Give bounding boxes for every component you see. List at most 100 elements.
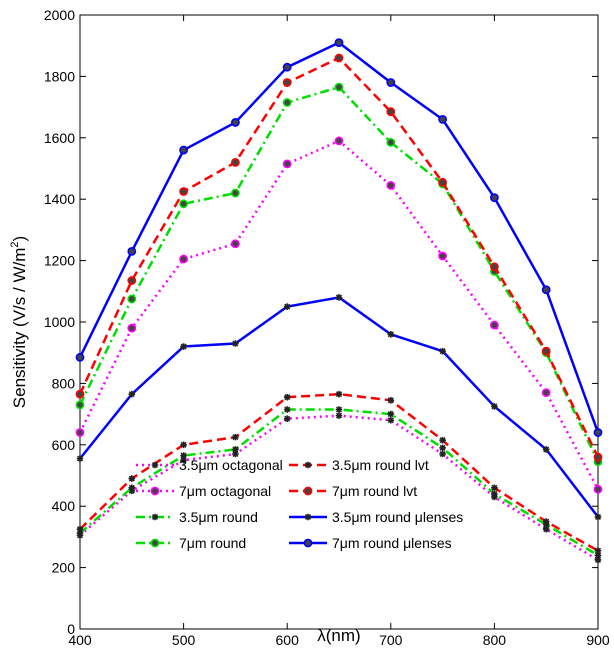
data-point — [594, 556, 602, 564]
legend: 3.5μm octagonal 7μm octagonal 3.5μm round 7… — [136, 457, 463, 551]
y-tick-label: 0 — [67, 621, 75, 637]
data-point — [230, 118, 240, 127]
data-point — [283, 303, 291, 310]
data-point — [491, 403, 498, 410]
data-point — [541, 346, 551, 356]
axis-ticks — [79, 14, 599, 630]
data-point — [230, 188, 240, 198]
y-tick-label: 2000 — [44, 7, 75, 23]
series-layer — [75, 38, 603, 564]
legend-marker — [150, 486, 160, 496]
data-point — [282, 98, 292, 107]
data-point — [542, 446, 550, 453]
data-point — [489, 193, 499, 203]
data-point — [386, 78, 396, 87]
data-point — [335, 390, 343, 398]
legend-marker — [150, 538, 160, 548]
legend-label: 7μm octagonal — [179, 483, 271, 499]
series-7 — [75, 38, 603, 437]
series-4 — [76, 390, 602, 555]
data-point — [230, 157, 240, 167]
data-point — [283, 415, 291, 423]
y-tick-label: 800 — [52, 375, 76, 391]
y-axis-label: Sensitivity (V/s / W/m2) — [9, 236, 29, 408]
data-point — [76, 455, 84, 462]
data-point — [232, 433, 239, 441]
data-point — [76, 529, 84, 537]
data-point — [386, 107, 396, 117]
data-point — [180, 343, 187, 350]
data-point — [179, 199, 188, 209]
data-point — [387, 396, 395, 404]
x-tick-label: 500 — [172, 632, 196, 648]
legend-marker — [303, 538, 313, 548]
x-tick-label: 800 — [483, 632, 507, 648]
data-point — [439, 450, 446, 458]
data-point — [282, 78, 292, 87]
data-point — [438, 251, 447, 261]
y-axis-label-close: ) — [10, 236, 29, 242]
data-point — [594, 513, 602, 521]
plot-area — [79, 14, 599, 630]
legend-label: 3.5μm round — [179, 509, 258, 525]
data-point — [334, 82, 344, 92]
legend-label: 7μm round lvt — [332, 483, 417, 499]
data-point — [541, 285, 551, 295]
data-point — [179, 145, 188, 155]
y-tick-label: 200 — [52, 560, 76, 576]
legend-label: 3.5μm round μlenses — [332, 509, 463, 525]
data-point — [128, 390, 136, 398]
y-tick-label: 1200 — [44, 253, 75, 269]
legend-marker — [151, 461, 159, 469]
data-point — [127, 323, 137, 333]
legend-entry: 7μm round μlenses — [289, 535, 452, 551]
data-point — [76, 525, 84, 533]
data-point — [75, 400, 85, 410]
data-point — [438, 114, 447, 124]
legend-entry: 3.5μm octagonal — [136, 457, 283, 473]
data-point — [334, 53, 344, 63]
data-point — [283, 393, 291, 401]
data-point — [283, 406, 291, 413]
data-point — [127, 276, 137, 285]
data-point — [439, 347, 446, 355]
x-tick-label: 700 — [379, 632, 403, 648]
legend-label: 3.5μm octagonal — [179, 457, 283, 473]
data-point — [232, 450, 239, 458]
data-point — [180, 452, 187, 459]
series-5 — [75, 53, 603, 462]
legend-marker — [304, 513, 312, 521]
data-point — [386, 180, 396, 190]
data-point — [594, 547, 602, 555]
legend-entry: 7μm octagonal — [136, 483, 271, 499]
data-point — [593, 428, 603, 437]
series-line — [79, 392, 599, 552]
legend-label: 7μm round — [179, 535, 246, 551]
data-point — [387, 330, 395, 338]
data-point — [232, 340, 239, 347]
data-point — [593, 452, 603, 462]
data-point — [179, 187, 188, 196]
data-point — [230, 239, 240, 249]
y-tick-label: 1600 — [44, 130, 75, 146]
legend-entry: 3.5μm round μlenses — [289, 509, 463, 525]
data-point — [232, 446, 239, 453]
data-point — [128, 484, 136, 492]
data-point — [593, 484, 603, 494]
data-point — [127, 246, 137, 256]
data-point — [334, 136, 344, 146]
data-point — [491, 484, 498, 492]
x-tick-labels: 400 500 600 700 800 900 — [68, 632, 610, 648]
data-point — [489, 320, 499, 330]
series-6 — [76, 294, 602, 521]
x-axis-label: λ(nm) — [317, 626, 360, 645]
data-point — [387, 410, 395, 418]
legend-entry: 7μm round — [136, 535, 246, 551]
data-point — [335, 294, 343, 301]
y-axis-label-main: Sensitivity (V/s / W/m — [10, 248, 29, 409]
x-tick-label: 400 — [68, 632, 92, 648]
data-point — [180, 441, 187, 449]
series-1 — [75, 136, 603, 494]
legend-entry: 3.5μm round lvt — [289, 457, 429, 473]
